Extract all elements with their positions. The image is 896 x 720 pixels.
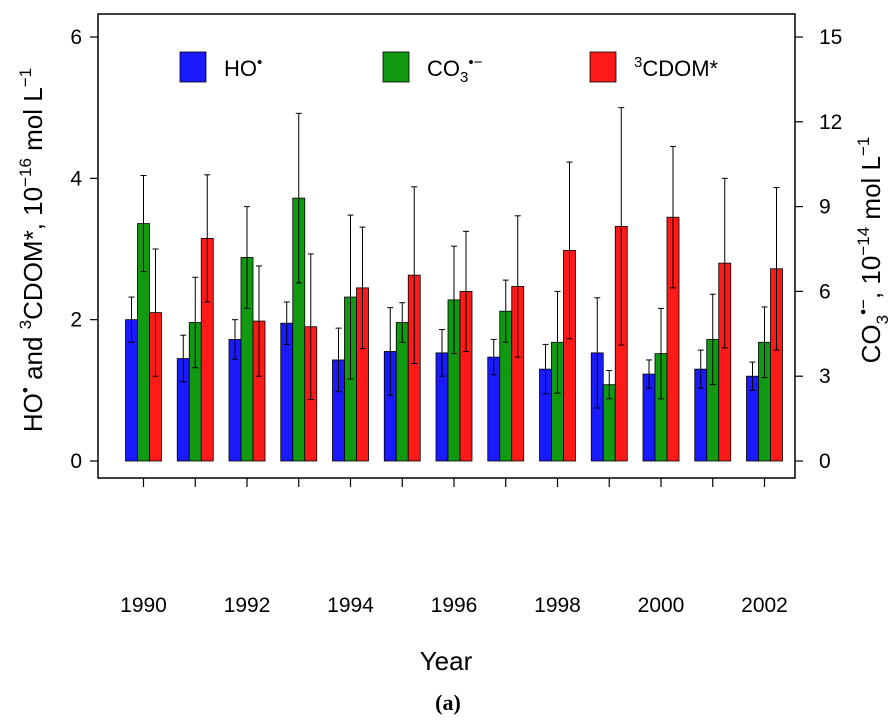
bars-layer: [125, 107, 783, 462]
y-axis-title-right: CO3•−, 10−14 mol L−1: [854, 137, 892, 364]
figure-caption: (a): [435, 690, 461, 715]
y-right-tick-label: 6: [819, 280, 831, 303]
legend-label-1: CO3•−: [427, 54, 483, 86]
x-tick-label: 2002: [741, 594, 788, 617]
y-left-tick-label: 4: [70, 167, 82, 190]
y-right-tick-label: 0: [819, 450, 831, 473]
x-tick-label: 1992: [224, 594, 271, 617]
x-tick-label: 1996: [431, 594, 478, 617]
x-tick-label: 1998: [534, 594, 581, 617]
y-left-tick-label: 6: [70, 26, 82, 49]
x-axis-title: Year: [420, 646, 473, 676]
legend-label-2: 3CDOM*: [634, 54, 719, 81]
y-right-tick-label: 15: [819, 26, 842, 49]
y-left-tick-label: 0: [70, 450, 82, 473]
plot-frame: [97, 13, 796, 479]
chart: 0 2 4 6 0 3 6 9 12 15 1990 1992 1994 1996 1998 2000 2002…: [16, 13, 892, 676]
ticks-layer: 0 2 4 6 0 3 6 9 12 15 1990 1992 1994 1996 1998 2000 2002: [70, 26, 842, 617]
bar-1-1995: [395, 322, 409, 462]
y-axis-title-left: HO• and 3CDOM*, 10−16 mol L−1: [16, 68, 48, 432]
legend-swatch-1: [382, 51, 410, 83]
y-right-tick-label: 3: [819, 365, 831, 388]
x-tick-label: 1994: [327, 594, 374, 617]
legend-swatch-2: [589, 51, 617, 83]
y-left-tick-label: 2: [70, 309, 82, 332]
y-right-tick-label: 12: [819, 111, 842, 134]
legend-swatch-0: [179, 51, 207, 83]
x-tick-label: 2000: [638, 594, 685, 617]
y-right-tick-label: 9: [819, 196, 831, 219]
legend-label-0: HO•: [224, 54, 262, 81]
x-tick-label: 1990: [120, 594, 167, 617]
legend: HO• CO3•− 3CDOM*: [179, 51, 719, 86]
